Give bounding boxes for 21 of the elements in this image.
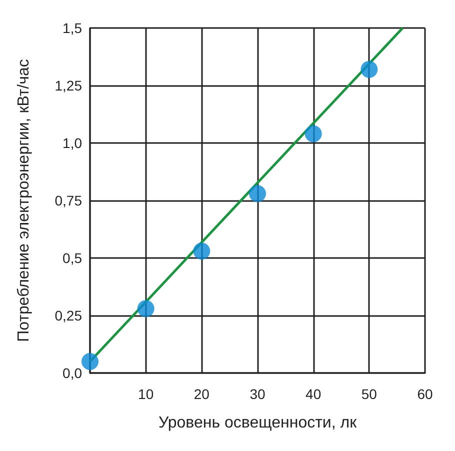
y-tick-label: 0,0 xyxy=(62,365,82,381)
x-tick-label: 30 xyxy=(250,386,266,402)
point xyxy=(360,60,378,78)
y-tick-label: 1,5 xyxy=(62,20,82,36)
y-tick-label: 0,5 xyxy=(62,250,82,266)
x-tick-label: 50 xyxy=(361,386,378,402)
x-axis-title: Уровень освещенности, лк xyxy=(158,414,358,432)
point xyxy=(249,185,266,202)
y-tick-label: 1,25 xyxy=(54,78,82,94)
y-tick-label: 0,75 xyxy=(54,192,82,208)
x-tick-label: 20 xyxy=(194,386,210,402)
x-tick-label: 40 xyxy=(306,386,322,402)
y-tick-label: 1,0 xyxy=(62,135,82,151)
y-axis-title: Потребление электроэнергии, кВт/час xyxy=(16,59,32,342)
point xyxy=(304,125,322,142)
x-tick-label: 10 xyxy=(138,386,154,402)
x-tick-label: 60 xyxy=(417,386,433,402)
point xyxy=(137,300,154,318)
point xyxy=(82,353,98,370)
point xyxy=(193,242,210,260)
y-tick-label: 0,25 xyxy=(54,308,82,324)
